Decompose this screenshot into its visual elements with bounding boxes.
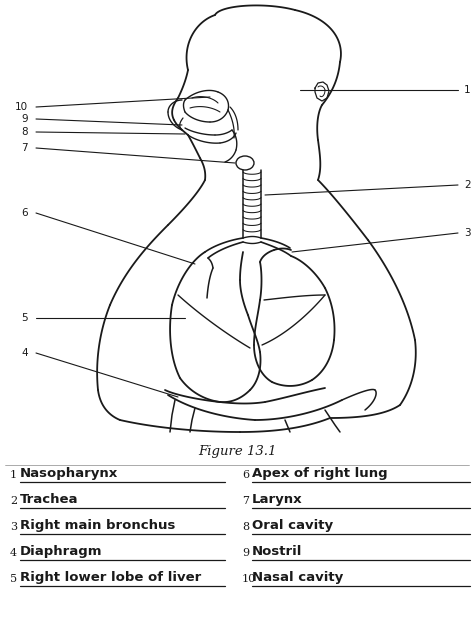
Text: Diaphragm: Diaphragm: [20, 545, 102, 558]
Text: 3: 3: [464, 228, 471, 238]
Text: 8: 8: [21, 127, 28, 137]
Text: 4: 4: [10, 548, 17, 558]
Text: 6: 6: [242, 470, 249, 480]
Text: Nostril: Nostril: [252, 545, 302, 558]
Text: 1: 1: [464, 85, 471, 95]
Text: 9: 9: [242, 548, 249, 558]
Text: 8: 8: [242, 522, 249, 532]
Text: 4: 4: [21, 348, 28, 358]
Text: Larynx: Larynx: [252, 493, 302, 506]
Text: 5: 5: [21, 313, 28, 323]
Text: Figure 13.1: Figure 13.1: [198, 445, 276, 458]
Text: 5: 5: [10, 574, 17, 584]
Text: Apex of right lung: Apex of right lung: [252, 467, 388, 480]
Text: 7: 7: [21, 143, 28, 153]
Text: Oral cavity: Oral cavity: [252, 519, 333, 532]
Text: 10: 10: [15, 102, 28, 112]
Text: 6: 6: [21, 208, 28, 218]
Text: Trachea: Trachea: [20, 493, 79, 506]
Text: 2: 2: [464, 180, 471, 190]
Text: Right lower lobe of liver: Right lower lobe of liver: [20, 571, 201, 584]
Text: 10: 10: [242, 574, 256, 584]
Text: 9: 9: [21, 114, 28, 124]
Text: Right main bronchus: Right main bronchus: [20, 519, 175, 532]
Text: Nasopharynx: Nasopharynx: [20, 467, 118, 480]
Text: 2: 2: [10, 496, 17, 506]
Text: 3: 3: [10, 522, 17, 532]
Text: Nasal cavity: Nasal cavity: [252, 571, 343, 584]
Text: 7: 7: [242, 496, 249, 506]
Text: 1: 1: [10, 470, 17, 480]
